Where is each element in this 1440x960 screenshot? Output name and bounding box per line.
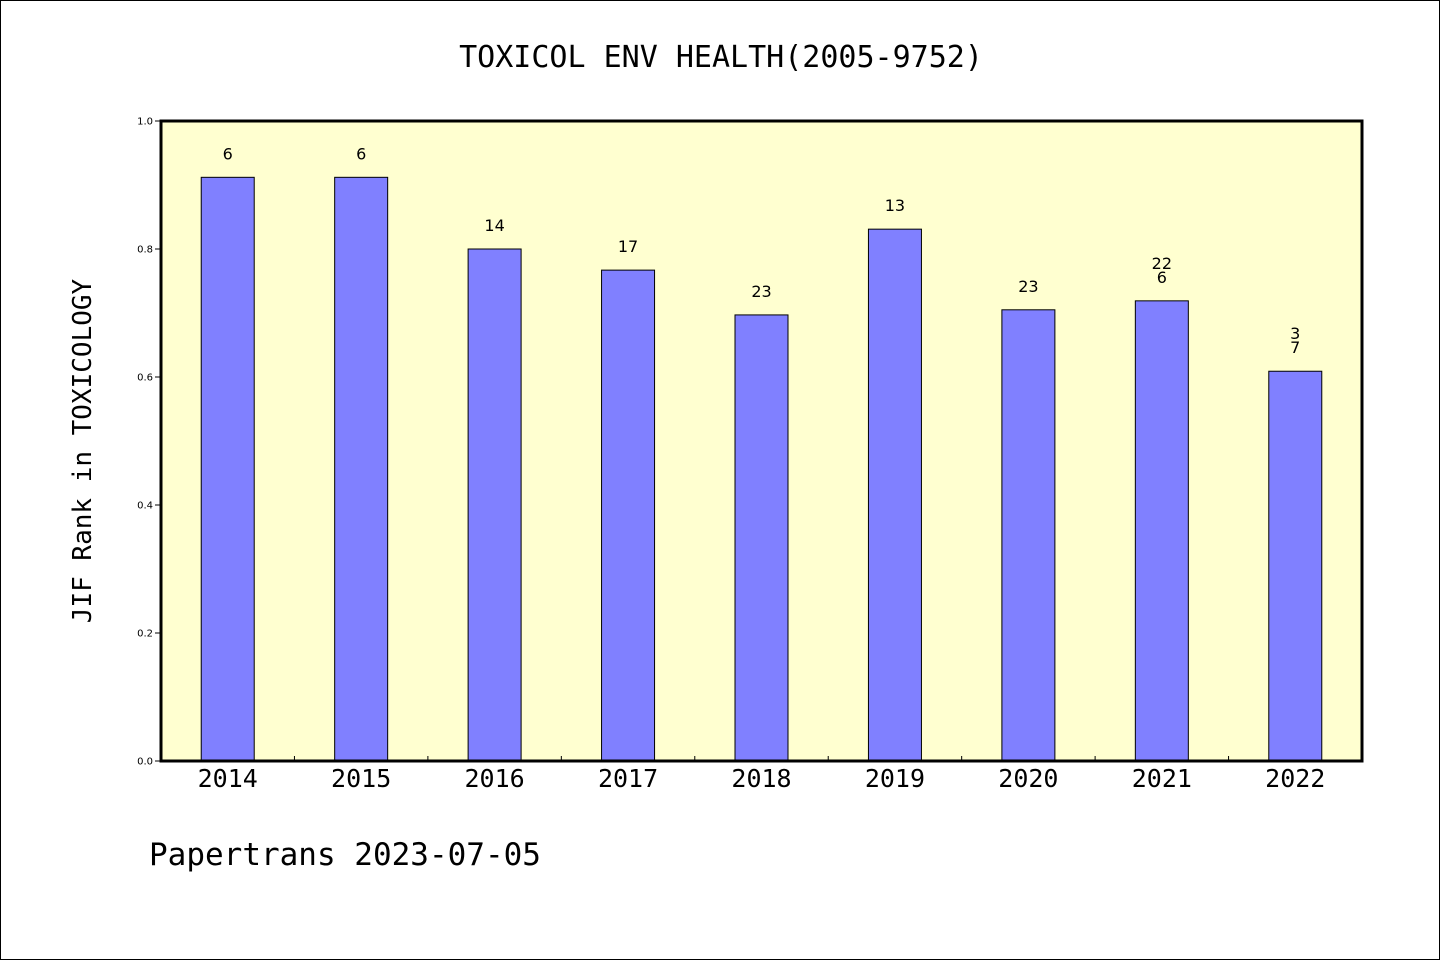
y-tick-label: 0.6 [137,373,153,384]
bar-2015 [334,176,389,762]
y-axis-ticks: 0.0 0.2 0.4 0.6 0.8 1.0 [137,117,161,768]
x-tick-label-2015: 2015 [331,764,391,793]
data-label-2018: 23 [751,282,771,301]
bar-2020 [1001,309,1056,762]
x-tick-label-2017: 2017 [598,764,658,793]
bar-2018 [734,314,789,762]
y-axis-label: JIF Rank in TOXICOLOGY [68,278,98,623]
y-tick-label: 0.0 [137,757,153,768]
x-tick-label-2018: 2018 [731,764,791,793]
data-label-2015: 6 [356,144,366,163]
data-label-2016: 14 [484,216,504,235]
data-label-2014: 6 [223,144,233,163]
footer-credit: Papertrans 2023-07-05 [149,837,541,873]
bar-2019 [867,228,922,762]
plot-border [159,119,1364,763]
chart-title: TOXICOL ENV HEALTH(2005-9752) [459,40,983,75]
x-axis-ticks: 2014 2015 2016 2017 2018 2019 2020 2021 2022 [198,756,1325,793]
x-tick-label-2021: 2021 [1132,764,1192,793]
bars-layer [200,176,1323,762]
bar-2022 [1268,370,1323,762]
bar-2017 [601,269,656,762]
y-tick-label: 1.0 [137,117,153,128]
bar-2021 [1134,300,1189,762]
y-tick-label: 0.8 [137,245,153,256]
data-label-2017: 17 [618,237,638,256]
data-labels-layer: 6 6 14 17 23 13 23 22 6 3 7 [223,144,1301,357]
x-tick-label-2016: 2016 [465,764,525,793]
x-tick-label-2020: 2020 [998,764,1058,793]
data-label-2021: 22 6 [1152,254,1172,287]
data-label-2020: 23 [1018,277,1038,296]
y-tick-label: 0.4 [137,501,153,512]
y-tick-label: 0.2 [137,629,153,640]
x-tick-label-2022: 2022 [1265,764,1325,793]
bar-2014 [200,176,255,762]
x-tick-label-2019: 2019 [865,764,925,793]
data-label-2019: 13 [885,196,905,215]
bar-2016 [467,248,522,762]
x-tick-label-2014: 2014 [198,764,258,793]
